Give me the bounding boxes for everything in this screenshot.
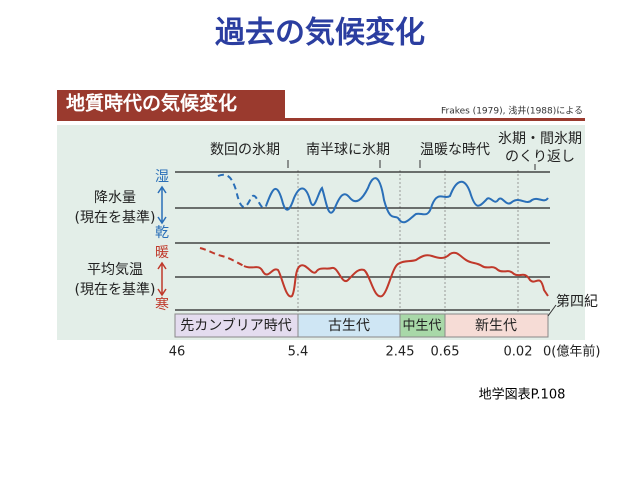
temperature-curve-dashed bbox=[199, 247, 245, 267]
time-label: 0(億年前) bbox=[543, 344, 600, 360]
row-label: 降水量 bbox=[94, 190, 136, 206]
annotation-pointers bbox=[287, 160, 536, 170]
annotation: 氷期・間氷期 bbox=[498, 131, 582, 147]
time-label: 2.45 bbox=[386, 345, 415, 360]
row-sub-label: (現在を基準) bbox=[75, 209, 156, 226]
era-label: 古生代 bbox=[328, 318, 370, 334]
arrow bbox=[157, 261, 167, 297]
annotation: のくり返し bbox=[505, 149, 575, 165]
time-label: 0.65 bbox=[431, 345, 460, 360]
axis-up-label: 暖 bbox=[155, 245, 169, 261]
precipitation-curve-dashed bbox=[217, 173, 267, 209]
time-label: 0.02 bbox=[504, 345, 533, 360]
axis-up-label: 湿 bbox=[155, 169, 169, 185]
era-box bbox=[444, 313, 549, 338]
quaternary-pointer bbox=[547, 304, 557, 317]
header-rule bbox=[57, 118, 585, 121]
header-bar bbox=[57, 90, 285, 118]
era-label: 先カンブリア時代 bbox=[180, 317, 292, 334]
temperature-curve bbox=[243, 251, 549, 298]
annotation: 温暖な時代 bbox=[420, 142, 490, 158]
annotation: 南半球に氷期 bbox=[306, 142, 390, 158]
figure-header: 地質時代の気候変化 bbox=[66, 92, 237, 115]
figure-source: Frakes (1979), 浅井(1988)による bbox=[441, 105, 583, 117]
time-label: 5.4 bbox=[288, 345, 309, 360]
precipitation-curve bbox=[265, 177, 549, 224]
axis-down-label: 乾 bbox=[155, 225, 169, 241]
row-label: 平均気温 bbox=[87, 262, 143, 278]
era-label: 新生代 bbox=[475, 318, 517, 334]
axis-arrows bbox=[157, 185, 167, 297]
slide-title: 過去の気候変化 bbox=[215, 16, 425, 51]
row-sub-label: (現在を基準) bbox=[75, 281, 156, 298]
footer-reference: 地学図表P.108 bbox=[479, 387, 566, 403]
reference-lines bbox=[175, 171, 550, 311]
arrow bbox=[157, 185, 167, 225]
era-label: 中生代 bbox=[402, 319, 441, 334]
time-label: 46 bbox=[169, 345, 186, 360]
annotation: 数回の氷期 bbox=[210, 142, 280, 158]
quaternary-label: 第四紀 bbox=[556, 293, 598, 310]
plot-background bbox=[57, 125, 585, 340]
axis-down-label: 寒 bbox=[155, 296, 169, 313]
